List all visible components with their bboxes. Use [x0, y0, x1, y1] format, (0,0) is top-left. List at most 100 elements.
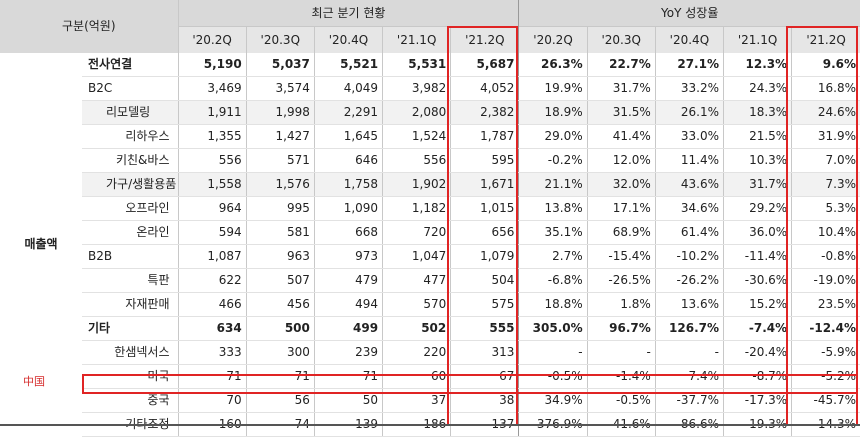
yoy-cell: 22.7%	[586, 53, 656, 77]
value-cell: 555	[450, 316, 519, 341]
yoy-cell: 17.1%	[586, 196, 656, 221]
china-annotation: 中国	[23, 375, 45, 388]
row-label: 온라인	[82, 220, 178, 245]
quarter-header: '21.1Q	[382, 26, 451, 53]
row-label: B2B	[82, 244, 178, 269]
table-row: 기타 634 500 499 502 555 305.0% 96.7% 126.7% -7.4% -…	[0, 316, 860, 341]
value-cell: 1,355	[177, 124, 247, 149]
quarter-header: '20.2Q	[177, 26, 247, 53]
value-cell: 220	[382, 340, 451, 365]
yoy-cell: 12.3%	[722, 53, 792, 77]
yoy-cell: 43.6%	[654, 172, 724, 197]
value-cell: 313	[450, 340, 519, 365]
yoy-cell: -26.2%	[654, 268, 724, 293]
yoy-cell: 10.4%	[791, 220, 860, 245]
value-cell: 71	[177, 364, 247, 389]
yoy-cell: -0.5%	[586, 388, 656, 413]
table-row: 미국 71 71 71 60 67 -0.5% -1.4% 7.4% -8.7% -5.2%	[0, 364, 860, 389]
value-cell: 581	[245, 220, 315, 245]
yoy-cell: 34.6%	[654, 196, 724, 221]
value-cell: 60	[382, 364, 451, 389]
table-row: 키친&바스 556 571 646 556 595 -0.2% 12.0% 11.4% 10.3%…	[0, 148, 860, 173]
row-label: 기타	[82, 316, 178, 341]
value-cell: 507	[245, 268, 315, 293]
value-cell: 3,469	[177, 76, 247, 101]
yoy-cell: 16.8%	[791, 76, 860, 101]
yoy-cell: 33.2%	[654, 76, 724, 101]
row-label: 전사연결	[82, 53, 178, 77]
yoy-cell: 26.3%	[518, 53, 588, 77]
yoy-cell: -7.4%	[722, 316, 792, 341]
yoy-cell: 18.9%	[518, 100, 588, 125]
yoy-quarter-header: '21.2Q	[791, 26, 860, 53]
quarter-header: '21.2Q	[450, 26, 519, 53]
row-label: 키친&바스	[82, 148, 178, 173]
yoy-cell: 305.0%	[518, 316, 588, 341]
value-cell: 1,087	[177, 244, 247, 269]
value-cell: 3,982	[382, 76, 451, 101]
value-cell: 1,758	[313, 172, 383, 197]
yoy-cell: -	[586, 340, 656, 365]
yoy-cell: 7.3%	[791, 172, 860, 197]
yoy-cell: -	[518, 340, 588, 365]
value-cell: 333	[177, 340, 247, 365]
yoy-cell: 10.3%	[722, 148, 792, 173]
yoy-cell: 7.0%	[791, 148, 860, 173]
yoy-cell: 27.1%	[654, 53, 724, 77]
yoy-cell: 68.9%	[586, 220, 656, 245]
value-cell: 38	[450, 388, 519, 413]
table-row: 자재판매 466 456 494 570 575 18.8% 1.8% 13.6% 15.2% 23…	[0, 292, 860, 317]
yoy-cell: 15.2%	[722, 292, 792, 317]
yoy-cell: 29.0%	[518, 124, 588, 149]
yoy-cell: -5.9%	[791, 340, 860, 365]
yoy-cell: 11.4%	[654, 148, 724, 173]
value-cell: 5,037	[245, 53, 315, 77]
value-cell: 1,079	[450, 244, 519, 269]
yoy-cell: 9.6%	[791, 53, 860, 77]
value-cell: 634	[177, 316, 247, 341]
category-label: 매출액	[0, 53, 82, 437]
yoy-cell: -6.8%	[518, 268, 588, 293]
value-cell: 5,531	[382, 53, 451, 77]
yoy-cell: 31.9%	[791, 124, 860, 149]
table-row: 오프라인 964 995 1,090 1,182 1,015 13.8% 17.1% 34.6%…	[0, 196, 860, 221]
yoy-cell: 21.1%	[518, 172, 588, 197]
value-cell: 571	[245, 148, 315, 173]
value-cell: 1,671	[450, 172, 519, 197]
yoy-cell: -17.3%	[722, 388, 792, 413]
yoy-cell: -5.2%	[791, 364, 860, 389]
yoy-cell: -	[654, 340, 724, 365]
yoy-cell: -15.4%	[586, 244, 656, 269]
yoy-quarter-header: '20.3Q	[586, 26, 656, 53]
value-cell: 239	[313, 340, 383, 365]
value-cell: 71	[245, 364, 315, 389]
yoy-growth-header: YoY 성장율	[518, 0, 860, 27]
value-cell: 995	[245, 196, 315, 221]
yoy-cell: 126.7%	[654, 316, 724, 341]
value-cell: 1,787	[450, 124, 519, 149]
value-cell: 720	[382, 220, 451, 245]
yoy-cell: -12.4%	[791, 316, 860, 341]
yoy-cell: 31.7%	[586, 76, 656, 101]
table-row: B2B 1,087 963 973 1,047 1,079 2.7% -15.4% -10.2%…	[0, 244, 860, 269]
yoy-cell: -0.5%	[518, 364, 588, 389]
yoy-cell: 41.4%	[586, 124, 656, 149]
value-cell: 2,291	[313, 100, 383, 125]
quarter-header: '20.4Q	[313, 26, 383, 53]
row-label: 가구/생활용품	[82, 172, 178, 197]
value-cell: 1,524	[382, 124, 451, 149]
value-cell: 499	[313, 316, 383, 341]
yoy-cell: -45.7%	[791, 388, 860, 413]
value-cell: 1,911	[177, 100, 247, 125]
value-cell: 1,015	[450, 196, 519, 221]
table-row: 매출액 전사연결 5,190 5,037 5,521 5,531 5,687 26.3% 22.…	[0, 53, 860, 437]
value-cell: 1,558	[177, 172, 247, 197]
value-cell: 67	[450, 364, 519, 389]
value-cell: 1,047	[382, 244, 451, 269]
corner-header: 구분(억원)	[0, 0, 178, 53]
yoy-cell: -0.2%	[518, 148, 588, 173]
yoy-quarter-header: '20.2Q	[518, 26, 588, 53]
value-cell: 50	[313, 388, 383, 413]
yoy-cell: 7.4%	[654, 364, 724, 389]
